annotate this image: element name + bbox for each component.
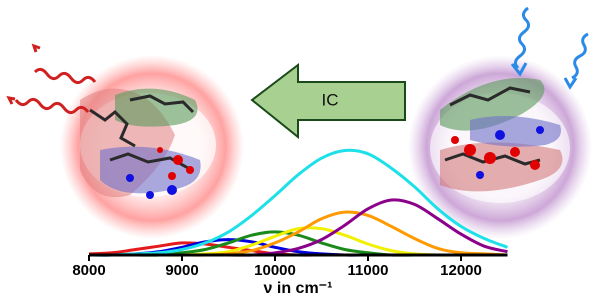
x-tick-label: 11000 [348, 262, 389, 279]
x-tick-label: 8000 [72, 262, 105, 279]
right-molecule [408, 55, 592, 239]
x-tick-label: 9000 [165, 262, 198, 279]
figure: IC ν in cm⁻¹ 8000 9000 10000 11000 12000 [0, 0, 597, 298]
x-tick-label: 10000 [254, 262, 296, 279]
left-molecule [60, 55, 244, 239]
arrow-label: IC [322, 90, 339, 109]
x-tick-label: 12000 [440, 262, 482, 279]
x-axis-label: ν in cm⁻¹ [264, 280, 333, 297]
